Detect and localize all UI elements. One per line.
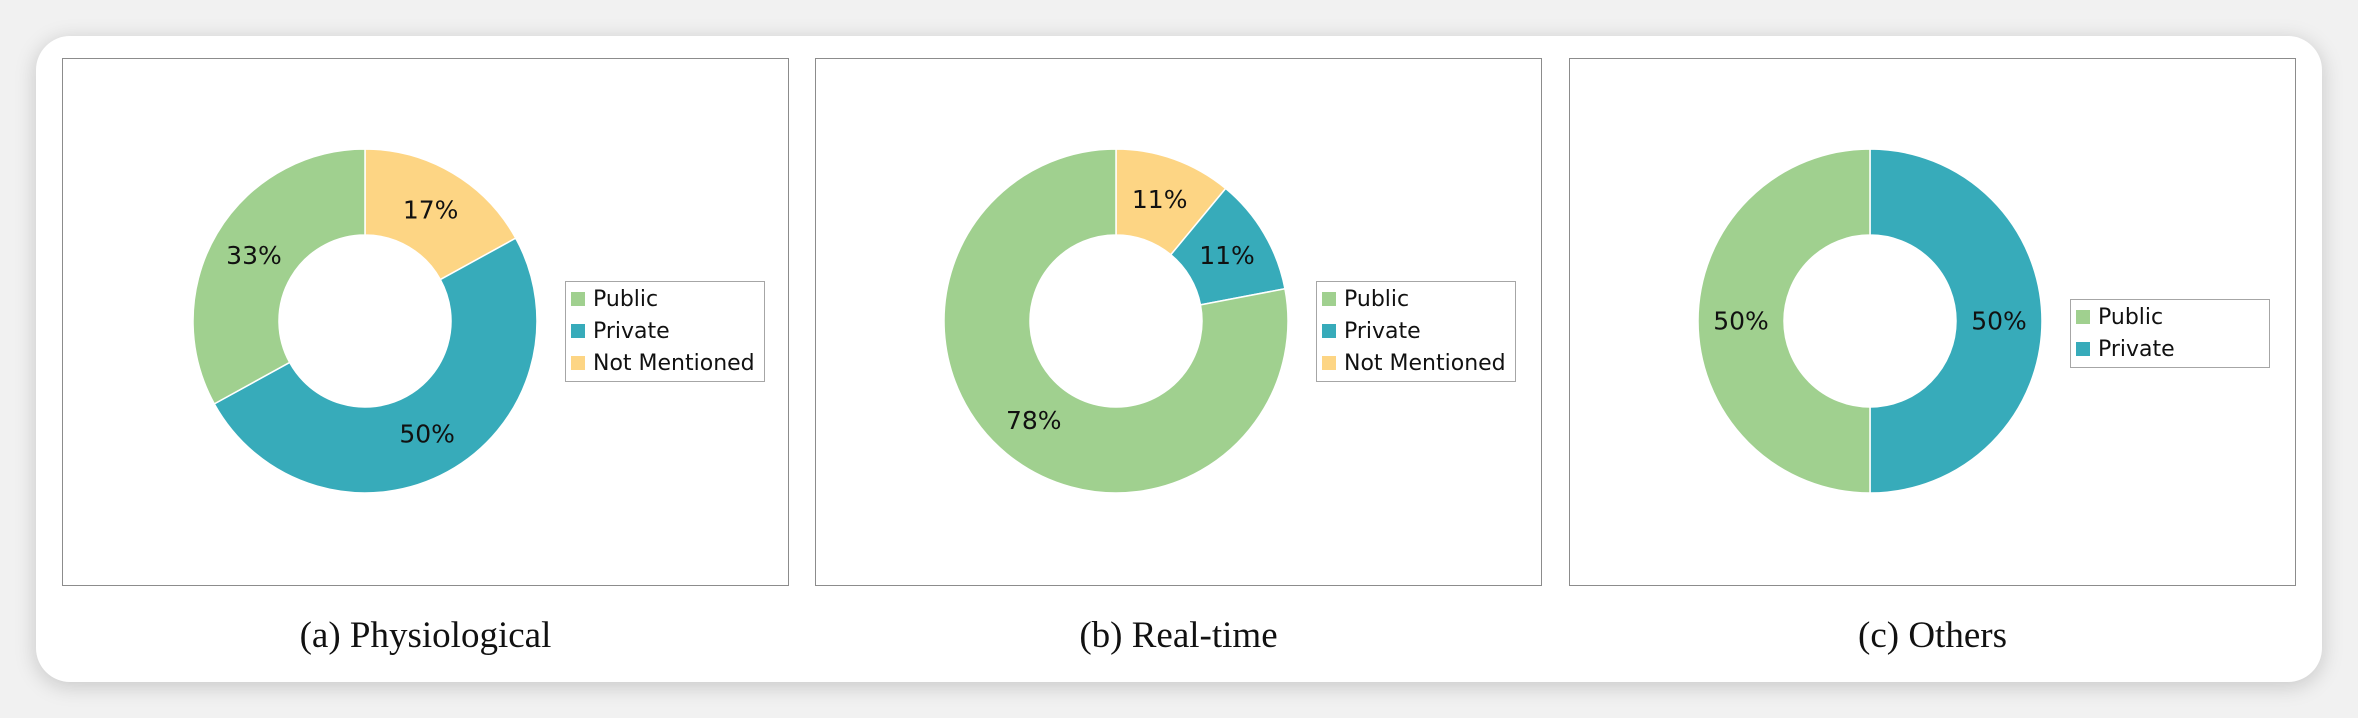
donut-chart: 11% 11% 78% [943,148,1289,494]
caption-real-time: (b) Real-time [1079,615,1278,656]
legend-swatch [1322,292,1336,306]
data-label-private: 50% [399,420,455,449]
legend-item-public: Public [2076,301,2267,333]
data-label-not-mentioned: 11% [1132,185,1188,214]
legend-item-private: Private [571,315,762,347]
legend-swatch [571,356,585,370]
caption-others: (c) Others [1858,615,2007,656]
data-label-public: 78% [1006,406,1062,435]
legend-label: Not Mentioned [593,350,755,376]
donut-chart: 17% 50% 33% [192,148,538,494]
data-label-public: 33% [226,241,282,270]
legend-label: Public [2098,304,2164,330]
slice-public [192,148,366,405]
chart-panel-physiological: 17% 50% 33% Public Private Not Mentioned [62,58,789,586]
data-label-public: 50% [1713,307,1769,336]
legend-item-not-mentioned: Not Mentioned [571,347,762,379]
caption-physiological: (a) Physiological [299,615,552,656]
legend-label: Not Mentioned [1344,350,1506,376]
slice-public [943,148,1289,494]
legend-swatch [571,292,585,306]
legend-label: Public [1344,286,1410,312]
legend-swatch [571,324,585,338]
legend: Public Private [2070,299,2270,368]
figure-card: 17% 50% 33% Public Private Not Mentioned 11% 1… [36,36,2322,682]
legend-item-not-mentioned: Not Mentioned [1322,347,1513,379]
legend-item-private: Private [1322,315,1513,347]
legend-label: Private [1344,318,1421,344]
legend: Public Private Not Mentioned [565,281,765,382]
legend-label: Public [593,286,659,312]
slice-not-mentioned [364,148,517,281]
legend-label: Private [2098,336,2175,362]
legend-item-public: Public [571,283,762,315]
data-label-private: 50% [1971,307,2027,336]
chart-panel-others: 50% 50% Public Private [1569,58,2296,586]
data-label-not-mentioned: 17% [403,195,459,224]
legend-label: Private [593,318,670,344]
legend-swatch [2076,342,2090,356]
donut-chart: 50% 50% [1697,148,2043,494]
slice-public [1697,148,1871,494]
chart-panel-real-time: 11% 11% 78% Public Private Not Mentioned [815,58,1542,586]
legend-item-public: Public [1322,283,1513,315]
legend-item-private: Private [2076,333,2267,365]
slice-private [213,237,538,494]
slice-private [1869,148,2043,494]
legend: Public Private Not Mentioned [1316,281,1516,382]
legend-swatch [2076,310,2090,324]
legend-swatch [1322,356,1336,370]
legend-swatch [1322,324,1336,338]
data-label-private: 11% [1199,241,1255,270]
